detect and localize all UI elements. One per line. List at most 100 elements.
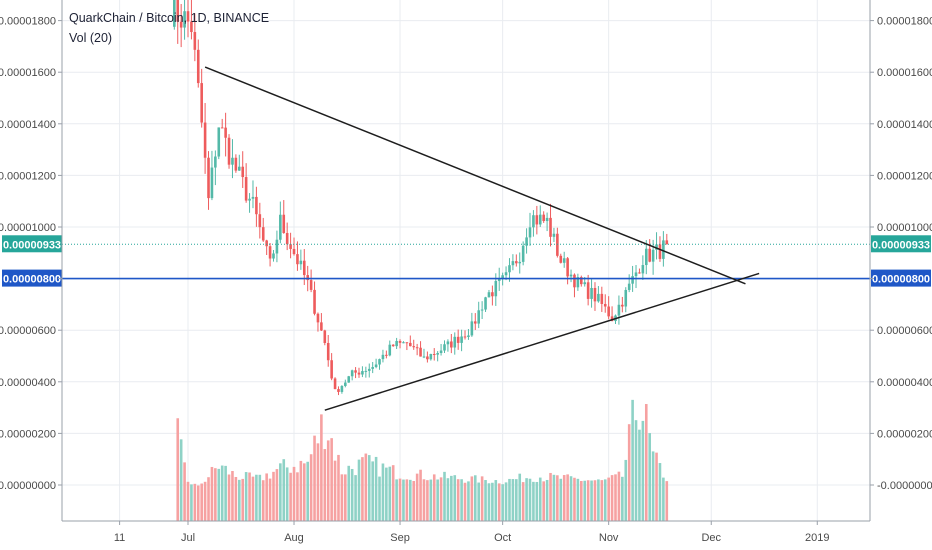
volume-bar: [644, 404, 648, 521]
candle-body: [504, 272, 508, 276]
volume-bar: [422, 479, 426, 521]
volume-bar: [309, 454, 313, 521]
candle-body: [350, 370, 354, 377]
volume-bar: [183, 462, 186, 521]
volume-bar: [538, 477, 542, 521]
candle-body: [255, 196, 258, 215]
candle-body: [662, 240, 665, 259]
candle-body: [268, 246, 272, 259]
candle-body: [265, 240, 268, 247]
candle-body: [446, 341, 450, 345]
candle-body: [535, 215, 539, 225]
candle-body: [261, 227, 265, 241]
volume-bar: [487, 483, 491, 521]
volume-bar: [467, 481, 470, 521]
candle-body: [491, 292, 494, 297]
volume-bar: [443, 471, 446, 521]
volume-bar: [285, 467, 289, 521]
volume-bar: [282, 459, 286, 521]
volume-bar: [566, 474, 569, 521]
volume-bar: [357, 459, 361, 521]
candle-body: [624, 289, 628, 307]
volume-bar: [207, 477, 210, 521]
candle-body: [309, 280, 313, 290]
candle-body: [532, 215, 535, 228]
volume-bar: [518, 473, 522, 521]
candle-body: [415, 347, 419, 349]
candle-body: [302, 260, 306, 276]
candle-body: [429, 353, 433, 360]
volume-bar: [299, 460, 303, 521]
volume-indicator-label[interactable]: Vol (20): [69, 31, 113, 45]
candle-body: [521, 245, 525, 262]
candle-body: [193, 32, 197, 50]
candle-body: [528, 227, 532, 238]
volume-bar: [347, 465, 351, 521]
candle-body: [600, 293, 604, 304]
candle-body: [508, 265, 511, 273]
candle-body: [323, 330, 327, 344]
volume-bar: [600, 480, 604, 521]
volume-bar: [409, 479, 412, 521]
volume-bar: [494, 480, 498, 521]
candle-body: [214, 156, 217, 168]
candle-body: [344, 382, 347, 386]
candle-body: [289, 244, 292, 249]
y-tick-label-left: 0.00000600: [0, 325, 56, 337]
candle-body: [463, 336, 467, 338]
volume-bar: [419, 469, 422, 521]
candle-body: [603, 303, 607, 307]
candle-body: [378, 359, 381, 365]
y-tick-label-left: -0.00000000: [0, 480, 56, 492]
volume-bar: [450, 475, 453, 521]
candle-body: [367, 368, 371, 371]
volume-bar: [302, 463, 306, 521]
volume-bar: [190, 484, 193, 521]
volume-bar: [238, 479, 241, 521]
candle-body: [354, 370, 357, 373]
volume-bar: [460, 479, 463, 521]
candle-body: [320, 322, 323, 331]
volume-bar: [617, 471, 621, 521]
volume-bar: [501, 484, 504, 521]
volume-bar: [665, 481, 669, 521]
volume-bar: [361, 457, 364, 521]
volume-bar: [214, 468, 217, 521]
volume-bar: [391, 465, 395, 521]
candle-body: [333, 378, 337, 390]
candle-body: [196, 49, 200, 84]
candle-body: [515, 261, 518, 264]
volume-bar: [515, 479, 518, 521]
candle-body: [374, 364, 378, 368]
candle-body: [306, 275, 309, 281]
candle-body: [432, 353, 436, 355]
candle-body: [388, 344, 392, 356]
overlays: 0.00000933 0.00000933 0.00000800 0.00000800: [2, 66, 931, 411]
candle-body: [422, 356, 426, 358]
candle-body: [357, 372, 361, 375]
volume-bar: [398, 478, 402, 521]
volume-bar: [220, 465, 224, 521]
volume-bar: [658, 463, 662, 521]
x-tick-label: Jul: [181, 532, 195, 544]
trendline: [204, 66, 746, 285]
volume-bar: [388, 466, 392, 521]
volume-bar: [320, 414, 323, 521]
volume-bar: [179, 439, 183, 521]
x-tick-label: Aug: [284, 532, 304, 544]
volume-bar: [265, 473, 268, 521]
candle-body: [525, 237, 528, 246]
volume-bar: [275, 469, 279, 521]
candle-body: [644, 248, 648, 266]
volume-bar: [272, 471, 275, 521]
y-tick-label-right: 0.00000600: [877, 325, 932, 337]
volume-bar: [480, 476, 484, 521]
candle-body: [658, 244, 662, 259]
candle-body: [207, 157, 210, 199]
volume-bar: [535, 481, 539, 521]
candles: [173, 0, 669, 396]
y-tick-label-left: 0.00000200: [0, 428, 56, 440]
candle-body: [347, 376, 351, 383]
volume-bar: [641, 420, 645, 521]
